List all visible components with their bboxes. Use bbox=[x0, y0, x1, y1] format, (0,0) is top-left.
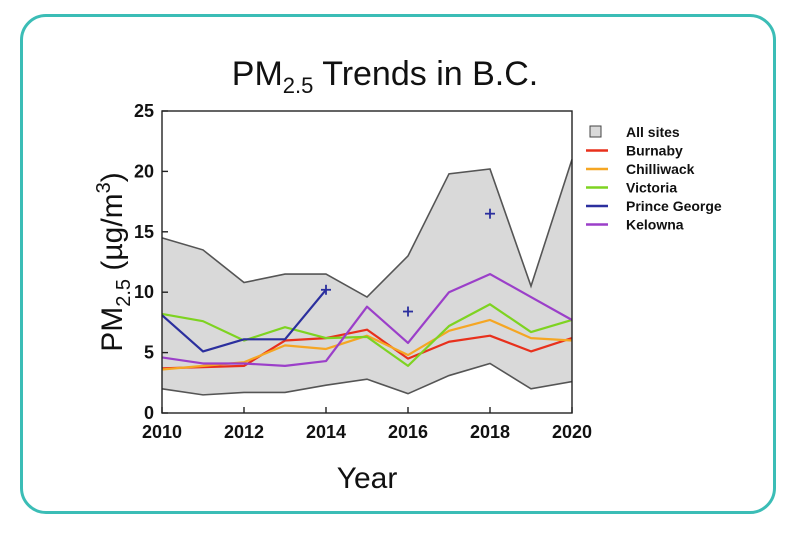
range-band-all-sites bbox=[162, 159, 572, 395]
y-tick-label: 20 bbox=[134, 161, 154, 181]
series-line-prince-george bbox=[161, 289, 327, 353]
x-tick-label: 2010 bbox=[142, 422, 182, 442]
plot-area: 0 5 10 15 20 25 2010 2012 2014 2016 2018 2020 bbox=[134, 101, 592, 442]
y-tick-label: 5 bbox=[144, 343, 154, 363]
series-line-victoria bbox=[161, 303, 573, 367]
legend-label-all-sites: All sites bbox=[626, 124, 680, 140]
y-tick-label: 15 bbox=[134, 222, 154, 242]
series-marker-prince-george-1 bbox=[403, 306, 413, 317]
legend-label-chilliwack: Chilliwack bbox=[626, 161, 695, 177]
x-tick-label: 2018 bbox=[470, 422, 510, 442]
y-tick-label: 10 bbox=[134, 282, 154, 302]
series-marker-prince-george-0 bbox=[321, 284, 331, 295]
legend-label-victoria: Victoria bbox=[626, 180, 677, 196]
axes-frame bbox=[161, 110, 573, 414]
series-marker-prince-george-2 bbox=[485, 208, 495, 219]
x-tick-label: 2016 bbox=[388, 422, 428, 442]
legend-label-kelowna: Kelowna bbox=[626, 217, 684, 233]
legend-label-burnaby: Burnaby bbox=[626, 143, 683, 159]
y-axis-label: PM2.5 (µg/m3) bbox=[93, 172, 135, 352]
x-tick-label: 2020 bbox=[552, 422, 592, 442]
x-axis-label: Year bbox=[337, 462, 398, 495]
series-line-kelowna bbox=[161, 272, 573, 367]
x-tick-label: 2014 bbox=[306, 422, 346, 442]
y-tick-label: 0 bbox=[144, 403, 154, 423]
range-band-upper-edge bbox=[161, 159, 573, 299]
range-band-lower-edge bbox=[161, 362, 573, 396]
chart-frame bbox=[20, 14, 776, 514]
series-line-burnaby bbox=[161, 328, 573, 370]
legend-swatch-all-sites bbox=[589, 125, 602, 138]
chart-title: PM2.5 Trends in B.C. bbox=[232, 55, 538, 98]
y-tick-label: 25 bbox=[134, 101, 154, 121]
x-tick-label: 2012 bbox=[224, 422, 264, 442]
legend: All sites Burnaby Chilliwack Victoria Prince… bbox=[586, 124, 722, 233]
legend-label-prince-george: Prince George bbox=[626, 198, 722, 214]
